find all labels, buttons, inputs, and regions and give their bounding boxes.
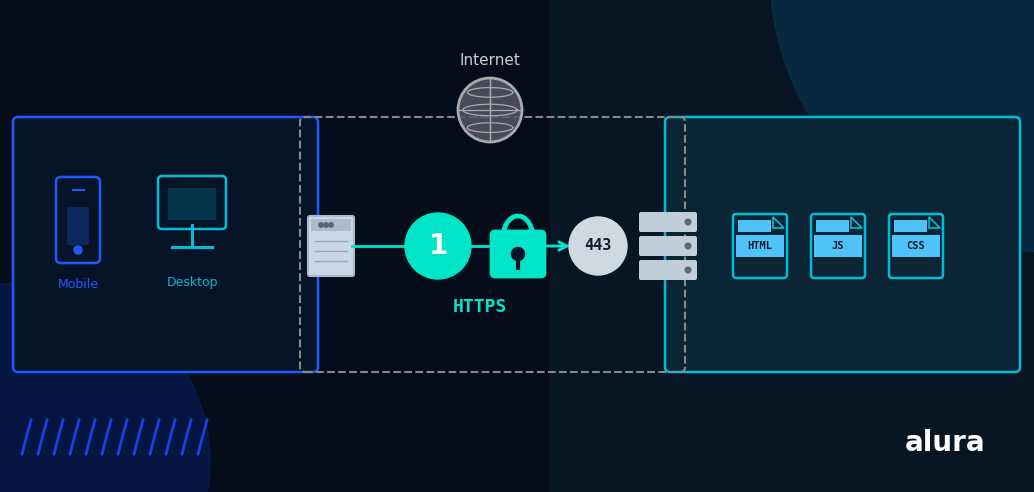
Bar xyxy=(738,220,771,232)
Text: HTTPS: HTTPS xyxy=(453,298,508,316)
Circle shape xyxy=(686,219,691,225)
FancyBboxPatch shape xyxy=(491,231,545,277)
Bar xyxy=(814,235,862,257)
Circle shape xyxy=(686,243,691,249)
Bar xyxy=(168,188,216,220)
FancyBboxPatch shape xyxy=(308,216,354,276)
Text: Internet: Internet xyxy=(459,53,520,68)
Bar xyxy=(816,220,849,232)
Polygon shape xyxy=(929,217,940,228)
Bar xyxy=(550,0,1034,492)
Text: Desktop: Desktop xyxy=(166,276,218,289)
FancyBboxPatch shape xyxy=(639,212,697,232)
FancyBboxPatch shape xyxy=(665,117,1020,372)
FancyBboxPatch shape xyxy=(889,214,943,278)
FancyBboxPatch shape xyxy=(13,117,318,372)
Text: HTML: HTML xyxy=(748,241,772,251)
FancyBboxPatch shape xyxy=(811,214,865,278)
Bar xyxy=(736,235,784,257)
Circle shape xyxy=(512,247,524,260)
Polygon shape xyxy=(773,217,784,228)
Circle shape xyxy=(569,217,627,275)
Circle shape xyxy=(458,78,522,142)
Bar xyxy=(892,235,940,257)
Circle shape xyxy=(0,282,210,492)
Circle shape xyxy=(318,223,324,227)
Circle shape xyxy=(329,223,333,227)
FancyBboxPatch shape xyxy=(639,236,697,256)
Bar xyxy=(67,207,89,245)
Text: Mobile: Mobile xyxy=(58,278,98,291)
Circle shape xyxy=(770,0,1034,252)
Text: 443: 443 xyxy=(584,239,612,253)
Text: JS: JS xyxy=(831,241,844,251)
Text: alura: alura xyxy=(905,429,985,457)
Circle shape xyxy=(405,213,472,279)
Bar xyxy=(311,219,351,231)
Circle shape xyxy=(324,223,328,227)
Circle shape xyxy=(74,246,82,254)
Circle shape xyxy=(686,267,691,273)
FancyBboxPatch shape xyxy=(639,260,697,280)
Text: 1: 1 xyxy=(428,232,448,260)
Polygon shape xyxy=(851,217,862,228)
Bar xyxy=(894,220,927,232)
FancyBboxPatch shape xyxy=(733,214,787,278)
Text: CSS: CSS xyxy=(907,241,925,251)
